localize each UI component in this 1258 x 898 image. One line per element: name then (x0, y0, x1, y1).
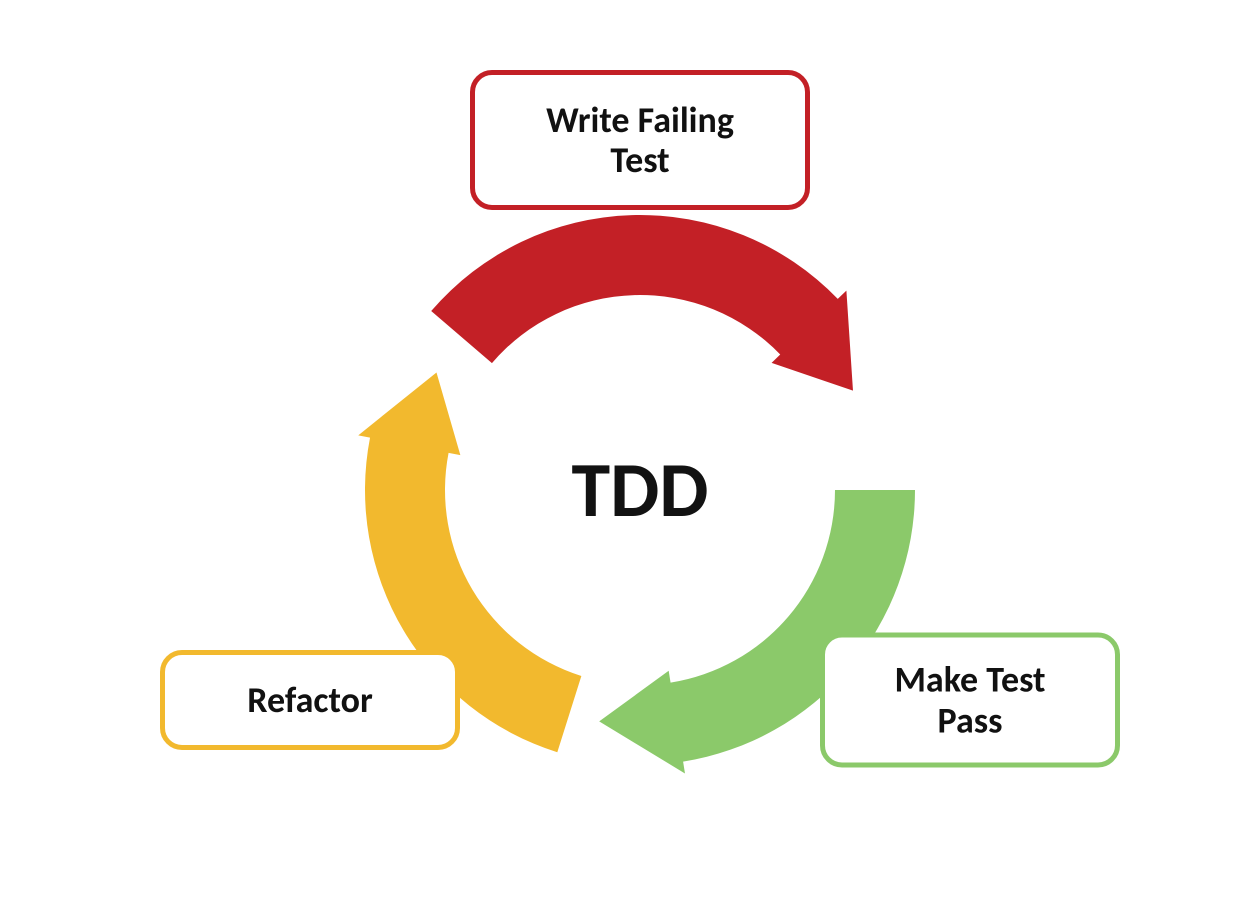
tdd-cycle-diagram: TDD Write Failing Test Make Test Pass Refa… (0, 0, 1258, 898)
node-label: Write Failing Test (546, 100, 734, 181)
node-label: Refactor (247, 680, 373, 720)
node-refactor: Refactor (160, 650, 460, 750)
node-label: Make Test Pass (894, 660, 1045, 741)
center-label: TDD (572, 451, 709, 529)
node-make-test-pass: Make Test Pass (820, 633, 1120, 768)
cycle-arrow-red (431, 215, 853, 391)
node-write-failing-test: Write Failing Test (470, 70, 810, 210)
